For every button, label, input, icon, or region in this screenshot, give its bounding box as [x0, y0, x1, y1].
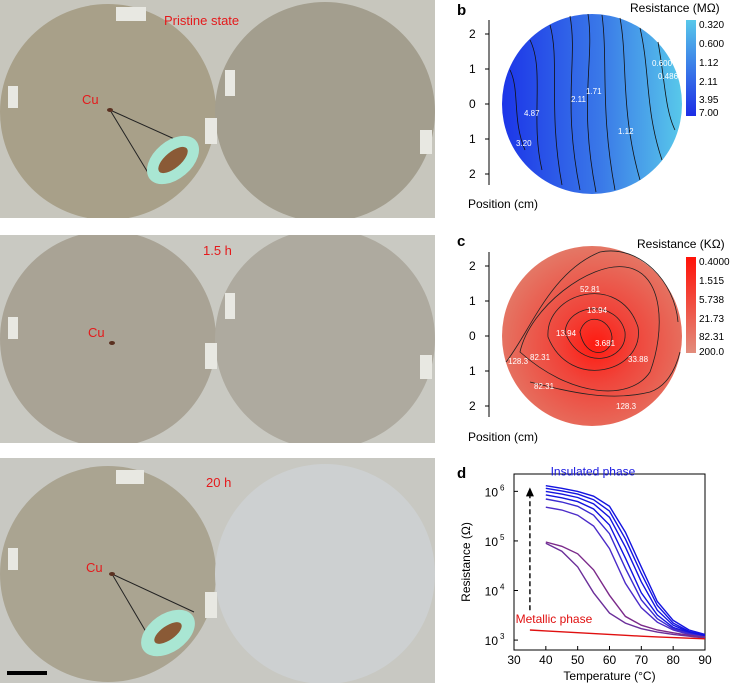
y-axis-label: Resistance (Ω) [459, 522, 473, 602]
contour-label-c: 128.3 [616, 402, 637, 411]
y-tick-label: 10 [485, 535, 499, 549]
x-tick-label: 30 [507, 653, 521, 667]
contour-label-b: 0.486 [658, 72, 679, 81]
wafer-photo-pristine-drawing [0, 2, 435, 218]
y-tick-c: 1 [469, 294, 476, 308]
y-tick-exponent: 3 [500, 632, 505, 641]
contour-label-c: 82.31 [530, 353, 551, 362]
series-line-insulated-5 [545, 498, 706, 638]
legend-tick-b: 0.320 [699, 20, 724, 31]
y-tick-label: 10 [485, 634, 499, 648]
legend-tick-c: 21.73 [699, 314, 724, 325]
legend-tick-b: 3.95 [699, 95, 719, 106]
contour-label-c: 13.94 [587, 306, 608, 315]
wafer-photo-1-5h-drawing [0, 235, 435, 443]
contour-label-c: 33.88 [640, 252, 661, 261]
panel-b-contour-map: 4.87 3.20 1.71 2.11 1.12 0.600 0.486 Res… [468, 1, 724, 211]
legend-tick-b: 7.00 [699, 108, 719, 119]
contour-label-b: 3.20 [516, 139, 532, 148]
cu-label-1-5h: Cu [88, 325, 105, 340]
contour-label-c: 128.3 [508, 357, 529, 366]
y-tick-b: 1 [469, 132, 476, 146]
legend-tick-c: 1.515 [699, 276, 724, 287]
contour-label-b: 4.87 [524, 109, 540, 118]
panel-c-disk [502, 246, 682, 426]
contour-label-c: 52.81 [580, 285, 601, 294]
y-tick-label: 10 [485, 585, 499, 599]
cu-label-20h: Cu [86, 560, 103, 575]
x-tick-label: 60 [603, 653, 617, 667]
panel-d-label: d [457, 465, 467, 482]
panel-b-disk [502, 14, 682, 194]
wafer-photo-20h: 20 h Cu [0, 458, 435, 683]
wafer-photo-20h-drawing [0, 464, 435, 683]
y-tick-exponent: 4 [500, 583, 505, 592]
series-line-insulated-2 [545, 487, 706, 636]
contour-label-c: 33.88 [628, 355, 649, 364]
legend-tick-b: 1.12 [699, 58, 719, 69]
y-tick-b: 0 [469, 97, 476, 111]
contour-label-b: 2.11 [571, 95, 587, 104]
panel-c-colorbar [686, 257, 696, 353]
contour-label-b: 0.600 [652, 59, 673, 68]
legend-tick-c: 200.0 [699, 347, 724, 358]
y-tick-c: 2 [469, 399, 476, 413]
pristine-state-label: Pristine state [164, 13, 240, 28]
panel-c-legend-title: Resistance (KΩ) [637, 237, 725, 251]
legend-tick-c: 0.4000 [699, 257, 730, 268]
cu-label-pristine: Cu [82, 92, 99, 107]
metallic-phase-annotation: Metallic phase [516, 612, 593, 626]
x-tick-label: 40 [539, 653, 553, 667]
series-line-insulated-4 [545, 494, 706, 637]
panel-b-legend-title: Resistance (MΩ) [630, 1, 720, 15]
legend-tick-b: 2.11 [699, 77, 718, 88]
contour-label-b: 1.71 [586, 87, 602, 96]
legend-tick-c: 82.31 [699, 332, 724, 343]
legend-tick-c: 5.738 [699, 295, 724, 306]
contour-label-c: 3.681 [595, 339, 616, 348]
panel-c-contour-map: 33.88 52.81 13.94 13.94 3.681 128.3 82.3… [468, 237, 730, 444]
y-tick-b: 2 [469, 167, 476, 181]
y-tick-c: 2 [469, 259, 476, 273]
series-line-insulated-6 [545, 506, 706, 638]
y-tick-exponent: 5 [500, 533, 505, 542]
panel-c-axis-label: Position (cm) [468, 430, 538, 444]
series-line-metallic [529, 629, 706, 640]
x-tick-label: 50 [571, 653, 585, 667]
contour-label-c: 82.31 [534, 382, 555, 391]
arrow-head [525, 487, 534, 497]
x-tick-label: 90 [698, 653, 712, 667]
contour-label-c: 13.94 [556, 329, 577, 338]
panel-b-label: b [457, 2, 467, 19]
wafer-photo-pristine: Pristine state Cu [0, 0, 435, 218]
series-line-intermediate-2 [545, 542, 706, 639]
y-tick-c: 0 [469, 329, 476, 343]
contour-label-b: 1.12 [618, 127, 634, 136]
series-line-insulated-1 [545, 485, 706, 636]
x-tick-label: 70 [635, 653, 649, 667]
series-line-intermediate-1 [545, 541, 706, 638]
legend-tick-b: 0.600 [699, 39, 724, 50]
panel-c-label: c [457, 233, 466, 250]
y-tick-b: 1 [469, 62, 476, 76]
y-tick-b: 2 [469, 27, 476, 41]
insulated-phase-annotation: Insulated phase [551, 464, 636, 478]
panel-b-axis-label: Position (cm) [468, 197, 538, 211]
panel-b-colorbar [686, 20, 696, 116]
time-20h-label: 20 h [206, 475, 232, 490]
x-tick-label: 80 [666, 653, 680, 667]
y-tick-exponent: 6 [500, 483, 505, 492]
wafer-photo-1-5h: 1.5 h Cu [0, 235, 435, 443]
x-axis-label: Temperature (°C) [563, 669, 655, 683]
y-tick-label: 10 [485, 485, 499, 499]
time-1-5h-label: 1.5 h [203, 243, 232, 258]
y-tick-c: 1 [469, 364, 476, 378]
series-line-insulated-3 [545, 490, 706, 637]
